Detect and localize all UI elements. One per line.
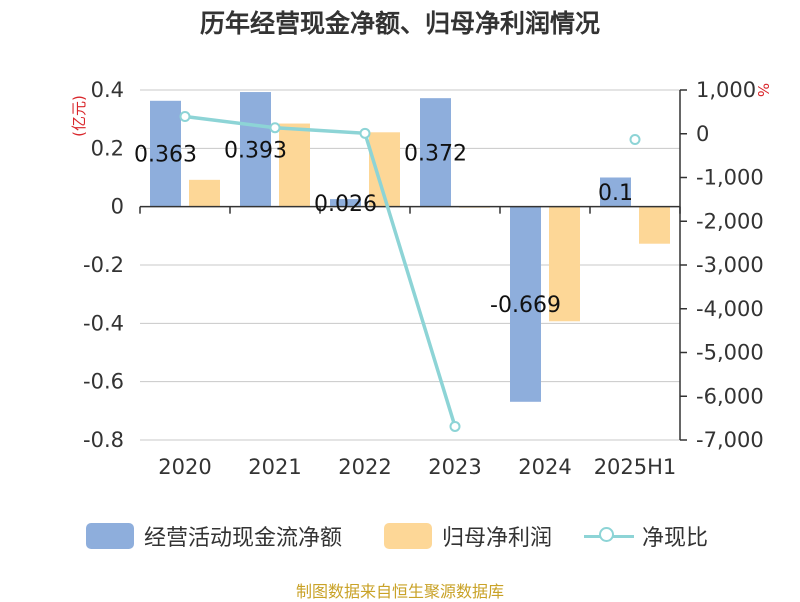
category-label: 2021 <box>248 455 301 479</box>
right-tick-label: -3,000 <box>696 253 764 277</box>
legend-label-profit: 归母净利润 <box>442 526 553 551</box>
ratio-point <box>359 127 371 139</box>
right-tick-label: -5,000 <box>696 341 764 365</box>
cash-bar <box>330 199 361 207</box>
chart-title: 历年经营现金净额、归母净利润情况 <box>199 9 600 38</box>
ratio-point <box>269 122 281 134</box>
ratio-point <box>629 133 641 145</box>
left-tick-label: -0.4 <box>83 311 124 335</box>
cash-data-label: 0.393 <box>224 138 287 163</box>
cash-bar <box>420 98 451 207</box>
category-label: 2024 <box>518 455 571 479</box>
category-label: 2022 <box>338 455 391 479</box>
right-tick-label: -7,000 <box>696 428 764 452</box>
profit-bar <box>189 179 220 207</box>
legend-swatch-ratio <box>584 523 634 549</box>
right-tick-label: -6,000 <box>696 384 764 408</box>
left-tick-label: -0.6 <box>83 370 124 394</box>
right-tick-label: 1,000 <box>696 78 756 102</box>
cash-data-label: 0.1 <box>598 181 633 206</box>
chart-legend: 经营活动现金流净额 归母净利润 净现比 <box>0 518 800 554</box>
cash-data-label: 0.372 <box>404 141 467 166</box>
legend-item-ratio: 净现比 <box>584 518 708 554</box>
right-tick-label: -1,000 <box>696 166 764 190</box>
right-tick-label: -2,000 <box>696 209 764 233</box>
ratio-line <box>184 114 457 427</box>
data-label-layer: 0.363 0.393 0.026 0.372 -0.669 0.1 <box>134 138 633 318</box>
profit-bar <box>639 206 670 244</box>
right-tick-label: 0 <box>696 122 709 146</box>
left-tick-label: 0.2 <box>91 136 124 160</box>
legend-label-ratio: 净现比 <box>642 526 709 551</box>
legend-swatch-cash <box>86 523 134 549</box>
category-label: 2020 <box>158 455 211 479</box>
profit-bar <box>549 206 580 322</box>
profit-bar <box>279 123 310 207</box>
legend-item-cash: 经营活动现金流净额 <box>86 518 342 554</box>
cash-bar <box>240 92 271 207</box>
left-axis-unit-label: (亿元) <box>70 95 88 137</box>
ratio-line-layer <box>179 111 641 432</box>
legend-label-cash: 经营活动现金流净额 <box>144 526 343 551</box>
left-tick-label: -0.2 <box>83 253 124 277</box>
source-note: 制图数据来自恒生聚源数据库 <box>295 582 504 601</box>
left-tick-label: 0.4 <box>91 78 124 102</box>
left-tick-label: 0 <box>111 195 124 219</box>
category-label: 2025H1 <box>594 455 677 479</box>
ratio-point <box>179 111 191 123</box>
right-tick-label: -4,000 <box>696 297 764 321</box>
cash-data-label: 0.026 <box>314 192 377 217</box>
right-axis-unit-label: % <box>754 83 772 97</box>
legend-item-profit: 归母净利润 <box>384 518 552 554</box>
bar-series-layer <box>150 92 670 402</box>
ratio-point <box>449 420 461 432</box>
left-tick-label: -0.8 <box>83 428 124 452</box>
combo-chart: 0.4 0.2 0 -0.2 -0.4 -0.6 -0.8 1,000 0 -1,000 -2,00… <box>70 78 772 479</box>
cash-bar <box>150 100 181 207</box>
grid-lines <box>140 89 680 441</box>
legend-swatch-profit <box>384 523 432 549</box>
category-label: 2023 <box>428 455 481 479</box>
cash-data-label: 0.363 <box>134 143 197 168</box>
axes: 0.4 0.2 0 -0.2 -0.4 -0.6 -0.8 1,000 0 -1,000 -2,00… <box>83 78 764 479</box>
cash-data-label: -0.669 <box>490 293 561 318</box>
cash-bar <box>510 206 541 402</box>
cash-bar <box>600 177 631 207</box>
